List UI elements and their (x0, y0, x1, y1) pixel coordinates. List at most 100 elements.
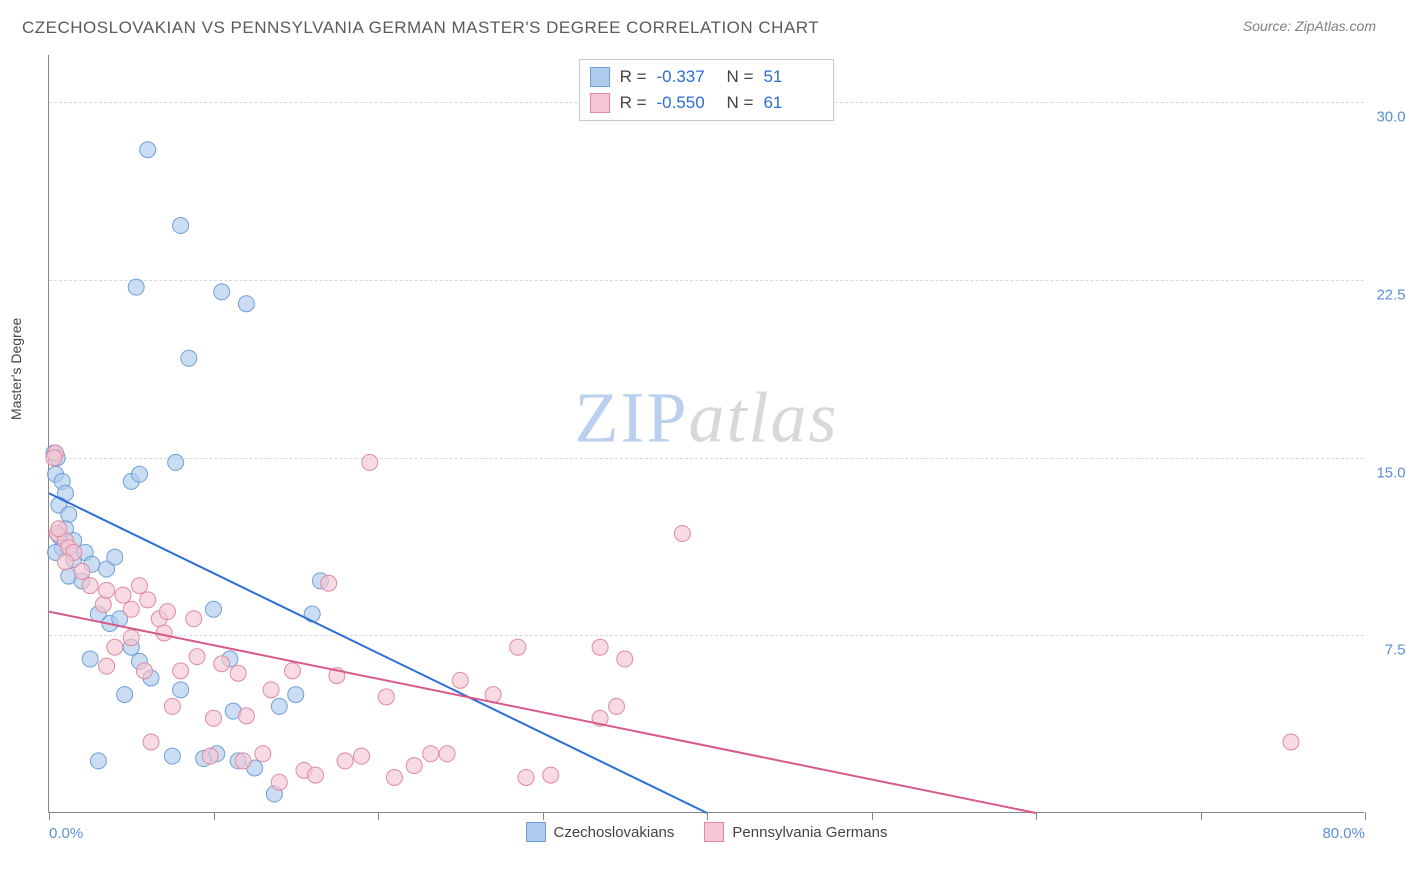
data-point-pg (159, 604, 175, 620)
legend-swatch-cz (590, 67, 610, 87)
data-point-pg (164, 698, 180, 714)
data-point-pg (123, 630, 139, 646)
data-point-pg (406, 758, 422, 774)
x-tick (1201, 812, 1202, 820)
n-label: N = (727, 90, 754, 116)
r-value-pg: -0.550 (657, 90, 717, 116)
legend-label-pg: Pennsylvania Germans (732, 824, 887, 841)
data-point-cz (82, 651, 98, 667)
x-tick (872, 812, 873, 820)
x-tick (707, 812, 708, 820)
x-tick (378, 812, 379, 820)
data-point-cz (304, 606, 320, 622)
regression-line-pg (49, 612, 1036, 813)
source-prefix: Source: (1243, 18, 1295, 34)
source-attribution: Source: ZipAtlas.com (1243, 18, 1376, 34)
data-point-pg (307, 767, 323, 783)
n-value-pg: 61 (763, 90, 823, 116)
data-point-pg (609, 698, 625, 714)
data-point-pg (592, 639, 608, 655)
data-point-pg (214, 656, 230, 672)
source-name: ZipAtlas.com (1295, 18, 1376, 34)
data-point-cz (61, 507, 77, 523)
data-point-cz (128, 279, 144, 295)
legend-item-pg: Pennsylvania Germans (704, 822, 887, 842)
data-point-cz (288, 687, 304, 703)
data-point-pg (617, 651, 633, 667)
data-point-pg (173, 663, 189, 679)
data-point-pg (206, 710, 222, 726)
data-point-cz (140, 142, 156, 158)
y-tick-label: 7.5% (1385, 642, 1406, 659)
data-point-cz (173, 682, 189, 698)
data-point-cz (173, 218, 189, 234)
data-point-pg (57, 554, 73, 570)
data-point-cz (131, 466, 147, 482)
y-tick-label: 30.0% (1376, 109, 1406, 126)
legend-item-cz: Czechoslovakians (526, 822, 675, 842)
data-point-pg (186, 611, 202, 627)
data-point-pg (321, 575, 337, 591)
data-point-cz (271, 698, 287, 714)
data-point-cz (107, 549, 123, 565)
data-point-pg (99, 658, 115, 674)
data-point-pg (189, 649, 205, 665)
data-point-pg (95, 597, 111, 613)
r-label: R = (620, 90, 647, 116)
data-point-cz (168, 454, 184, 470)
y-tick-label: 22.5% (1376, 287, 1406, 304)
data-point-pg (284, 663, 300, 679)
legend-swatch-pg (590, 93, 610, 113)
data-point-pg (143, 734, 159, 750)
data-point-pg (386, 769, 402, 785)
legend-label-cz: Czechoslovakians (554, 824, 675, 841)
data-point-cz (181, 350, 197, 366)
data-point-pg (518, 769, 534, 785)
data-point-pg (1283, 734, 1299, 750)
r-label: R = (620, 64, 647, 90)
chart-title: CZECHOSLOVAKIAN VS PENNSYLVANIA GERMAN M… (22, 18, 819, 38)
x-tick (49, 812, 50, 820)
data-point-pg (230, 665, 246, 681)
data-point-pg (439, 746, 455, 762)
data-point-pg (452, 672, 468, 688)
data-point-pg (156, 625, 172, 641)
data-point-pg (115, 587, 131, 603)
data-point-pg (337, 753, 353, 769)
data-point-cz (238, 296, 254, 312)
data-point-pg (202, 748, 218, 764)
data-point-pg (136, 663, 152, 679)
data-point-cz (214, 284, 230, 300)
x-tick (1036, 812, 1037, 820)
data-point-pg (123, 601, 139, 617)
data-point-pg (131, 578, 147, 594)
data-point-pg (271, 774, 287, 790)
data-point-pg (107, 639, 123, 655)
data-point-pg (674, 525, 690, 541)
n-value-cz: 51 (763, 64, 823, 90)
legend-swatch-pg (704, 822, 724, 842)
y-axis-label: Master's Degree (8, 318, 24, 420)
data-point-pg (238, 708, 254, 724)
data-point-cz (117, 687, 133, 703)
data-point-pg (362, 454, 378, 470)
series-legend: Czechoslovakians Pennsylvania Germans (526, 822, 888, 842)
data-point-pg (140, 592, 156, 608)
data-point-cz (206, 601, 222, 617)
stats-legend: R =-0.337N =51R =-0.550N =61 (579, 59, 835, 121)
x-tick-label: 80.0% (1322, 825, 1365, 842)
x-tick-label: 0.0% (49, 825, 83, 842)
y-tick-label: 15.0% (1376, 464, 1406, 481)
data-point-pg (263, 682, 279, 698)
stats-row-cz: R =-0.337N =51 (590, 64, 824, 90)
data-point-pg (543, 767, 559, 783)
data-point-cz (90, 753, 106, 769)
r-value-cz: -0.337 (657, 64, 717, 90)
x-tick (214, 812, 215, 820)
data-point-pg (378, 689, 394, 705)
scatter-svg (49, 55, 1364, 812)
data-point-pg (255, 746, 271, 762)
regression-line-cz (49, 493, 707, 813)
data-point-pg (99, 582, 115, 598)
data-point-pg (354, 748, 370, 764)
